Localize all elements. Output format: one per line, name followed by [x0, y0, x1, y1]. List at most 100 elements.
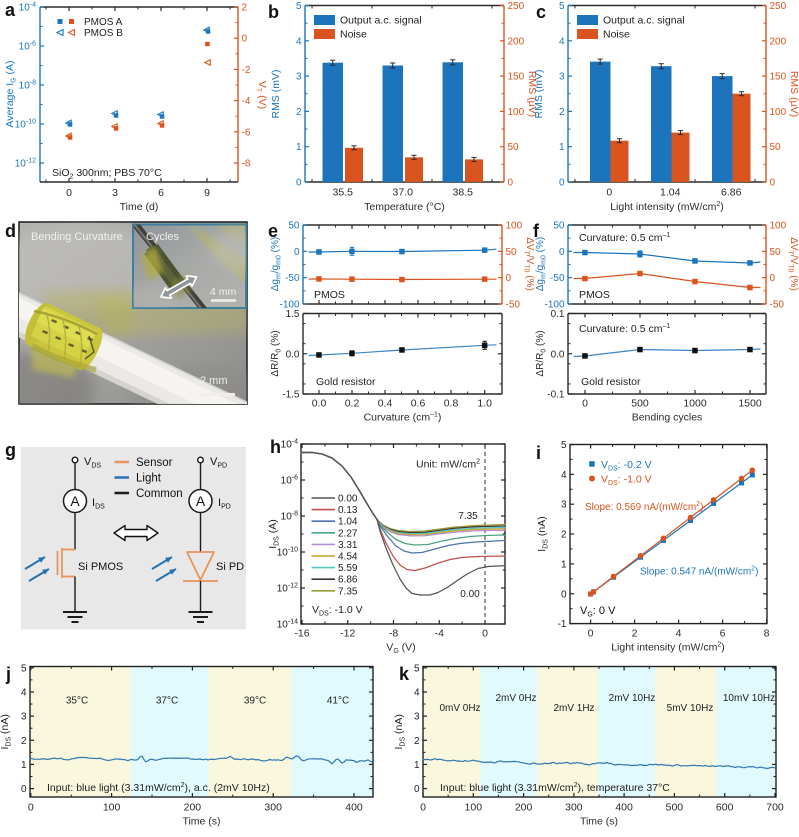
- svg-text:2: 2: [242, 3, 248, 14]
- svg-text:6.86: 6.86: [338, 575, 358, 586]
- svg-text:k: k: [399, 664, 410, 684]
- svg-text:d: d: [5, 221, 16, 241]
- svg-text:0.4: 0.4: [378, 398, 393, 410]
- svg-text:PMOS: PMOS: [579, 289, 610, 301]
- svg-text:Time (s): Time (s): [182, 816, 220, 828]
- svg-text:50: 50: [506, 247, 518, 258]
- svg-text:2: 2: [632, 628, 638, 640]
- svg-text:Input: blue light (3.31mW/cm2): Input: blue light (3.31mW/cm2), temperat…: [440, 782, 670, 794]
- svg-text:PMOS A: PMOS A: [84, 17, 123, 28]
- svg-text:ΔR/R0 (%): ΔR/R0 (%): [535, 330, 548, 376]
- svg-text:50: 50: [553, 221, 565, 232]
- svg-text:50: 50: [288, 221, 300, 232]
- svg-text:-6: -6: [242, 127, 251, 138]
- svg-text:1: 1: [296, 142, 302, 153]
- svg-text:9: 9: [204, 187, 210, 199]
- svg-text:0: 0: [28, 802, 34, 814]
- svg-text:RMS (µV): RMS (µV): [788, 71, 799, 117]
- svg-text:VG: 0 V: VG: 0 V: [580, 605, 616, 619]
- svg-text:2: 2: [414, 736, 420, 747]
- svg-text:3.31: 3.31: [338, 540, 358, 551]
- svg-text:h: h: [270, 437, 281, 457]
- svg-text:500: 500: [666, 802, 684, 814]
- svg-text:250: 250: [508, 1, 525, 12]
- svg-text:0: 0: [414, 784, 420, 795]
- svg-text:300: 300: [264, 802, 282, 814]
- svg-text:ΔR/R0 (%): ΔR/R0 (%): [270, 330, 283, 376]
- svg-text:2.27: 2.27: [338, 528, 358, 539]
- svg-text:1.04: 1.04: [660, 187, 681, 199]
- svg-text:4: 4: [559, 36, 565, 47]
- svg-text:3: 3: [414, 712, 420, 723]
- svg-text:1: 1: [559, 142, 565, 153]
- svg-text:-12: -12: [340, 628, 355, 640]
- svg-text:0: 0: [482, 628, 488, 640]
- svg-text:A: A: [196, 493, 206, 509]
- svg-text:0: 0: [242, 34, 248, 45]
- svg-text:VG (V): VG (V): [386, 642, 415, 656]
- svg-text:2: 2: [296, 107, 302, 118]
- svg-text:0.1: 0.1: [551, 309, 565, 320]
- svg-text:7.35: 7.35: [338, 586, 358, 597]
- svg-text:Slope: 0.569 nA/(mW/cm2): Slope: 0.569 nA/(mW/cm2): [585, 501, 703, 513]
- svg-text:0: 0: [66, 187, 72, 199]
- svg-text:1.5: 1.5: [286, 309, 300, 320]
- svg-text:-50: -50: [506, 300, 521, 311]
- svg-text:Noise: Noise: [603, 29, 630, 41]
- svg-text:6: 6: [158, 187, 164, 199]
- svg-text:0: 0: [296, 178, 302, 189]
- svg-text:0.0: 0.0: [312, 398, 327, 410]
- svg-text:100: 100: [103, 802, 121, 814]
- svg-text:1: 1: [561, 559, 567, 570]
- svg-text:8: 8: [764, 628, 770, 640]
- svg-text:1.0: 1.0: [477, 398, 492, 410]
- svg-text:6: 6: [720, 628, 726, 640]
- svg-text:5.59: 5.59: [338, 563, 358, 574]
- svg-text:1.04: 1.04: [338, 517, 358, 528]
- svg-text:1: 1: [414, 760, 420, 771]
- svg-text:-4: -4: [435, 628, 444, 640]
- svg-text:a: a: [5, 0, 16, 20]
- svg-text:-50: -50: [770, 300, 785, 311]
- svg-text:2mV 0Hz: 2mV 0Hz: [495, 693, 536, 704]
- svg-text:4: 4: [21, 687, 27, 698]
- svg-text:4: 4: [676, 628, 682, 640]
- svg-text:5: 5: [561, 440, 567, 451]
- svg-text:4.54: 4.54: [338, 552, 358, 563]
- svg-text:50: 50: [508, 142, 520, 153]
- svg-text:Output a.c. signal: Output a.c. signal: [340, 15, 422, 27]
- svg-text:2: 2: [21, 736, 27, 747]
- svg-text:Temperature (°C): Temperature (°C): [364, 201, 445, 213]
- svg-text:100: 100: [770, 221, 787, 232]
- svg-text:4 mm: 4 mm: [210, 286, 237, 298]
- svg-text:1000: 1000: [683, 398, 707, 410]
- svg-text:1: 1: [21, 760, 27, 771]
- svg-text:3: 3: [296, 72, 302, 83]
- svg-text:0: 0: [420, 802, 426, 814]
- svg-text:ΔVT/VT0 (%): ΔVT/VT0 (%): [787, 237, 799, 291]
- svg-text:Bending Curvature: Bending Curvature: [31, 231, 123, 243]
- svg-text:Curvature (cm–1): Curvature (cm–1): [364, 412, 442, 424]
- svg-text:35.5: 35.5: [333, 187, 354, 199]
- svg-text:-2: -2: [242, 65, 251, 76]
- svg-text:Output a.c. signal: Output a.c. signal: [603, 15, 685, 27]
- svg-text:Slope: 0.547 nA/(mW/cm2): Slope: 0.547 nA/(mW/cm2): [640, 566, 758, 578]
- svg-text:0.00: 0.00: [460, 589, 480, 600]
- svg-text:500: 500: [631, 398, 649, 410]
- svg-text:400: 400: [615, 802, 633, 814]
- svg-text:0: 0: [559, 178, 565, 189]
- svg-text:5: 5: [414, 663, 420, 674]
- svg-text:400: 400: [345, 802, 363, 814]
- svg-text:10mV 10Hz: 10mV 10Hz: [723, 693, 775, 704]
- svg-text:Time (d): Time (d): [120, 201, 159, 213]
- svg-text:Input: blue light (3.31mW/cm2): Input: blue light (3.31mW/cm2), a.c. (2m…: [47, 782, 270, 794]
- svg-text:Si PMOS: Si PMOS: [78, 561, 123, 573]
- svg-text:A: A: [70, 493, 80, 509]
- svg-text:0: 0: [561, 589, 567, 600]
- svg-text:Light intensity (mW/cm2): Light intensity (mW/cm2): [611, 642, 725, 654]
- svg-text:0.00: 0.00: [338, 494, 358, 505]
- svg-text:Light intensity (mW/cm2): Light intensity (mW/cm2): [610, 201, 724, 213]
- svg-text:2: 2: [561, 530, 567, 541]
- svg-text:7.35: 7.35: [458, 511, 478, 522]
- svg-text:4: 4: [296, 36, 302, 47]
